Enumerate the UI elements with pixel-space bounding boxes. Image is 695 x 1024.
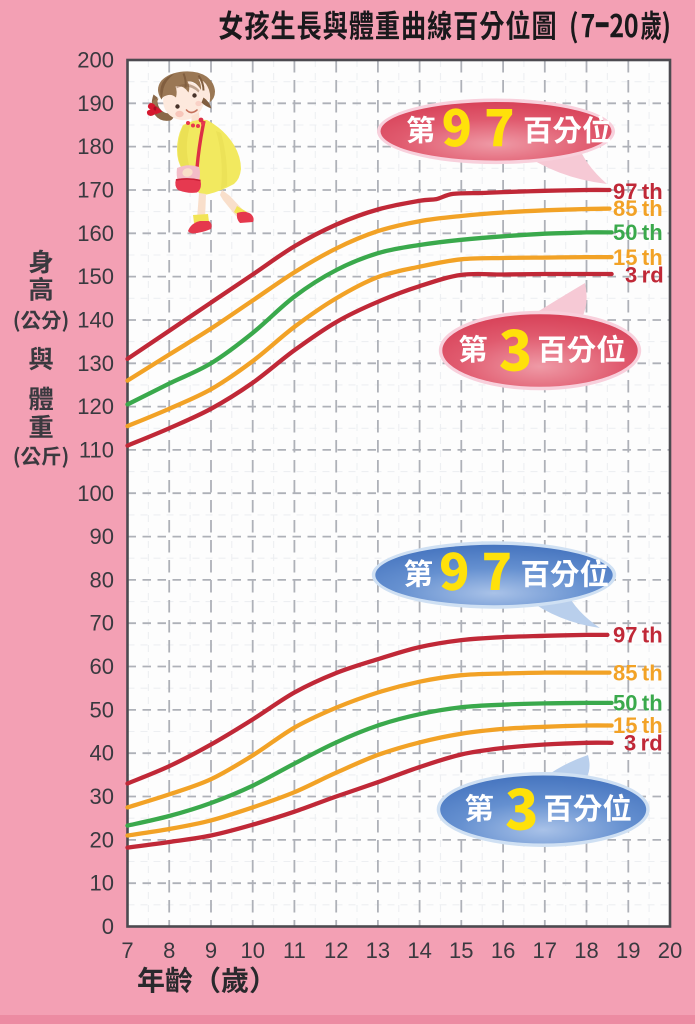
svg-text:140: 140 — [77, 308, 114, 333]
svg-text:100: 100 — [77, 481, 114, 506]
svg-text:17: 17 — [533, 938, 557, 963]
svg-text:10: 10 — [240, 938, 264, 963]
svg-text:14: 14 — [407, 938, 431, 963]
svg-text:80: 80 — [90, 567, 114, 592]
svg-text:10: 10 — [90, 871, 114, 896]
svg-text:30: 30 — [90, 784, 114, 809]
svg-text:7: 7 — [121, 938, 133, 963]
svg-text:9: 9 — [205, 938, 217, 963]
svg-text:8: 8 — [163, 938, 175, 963]
svg-text:85 th: 85 th — [613, 660, 663, 685]
svg-text:50: 50 — [90, 697, 114, 722]
svg-text:15 th: 15 th — [613, 245, 663, 270]
svg-text:16: 16 — [491, 938, 515, 963]
svg-text:20: 20 — [658, 938, 682, 963]
svg-text:0: 0 — [102, 914, 114, 939]
svg-text:97 th: 97 th — [613, 623, 663, 648]
svg-text:85 th: 85 th — [613, 196, 663, 221]
svg-text:70: 70 — [90, 611, 114, 636]
svg-text:90: 90 — [90, 524, 114, 549]
svg-text:50 th: 50 th — [613, 220, 663, 245]
svg-text:50 th: 50 th — [613, 691, 663, 716]
svg-text:40: 40 — [90, 741, 114, 766]
svg-text:13: 13 — [366, 938, 390, 963]
svg-text:130: 130 — [77, 351, 114, 376]
svg-text:180: 180 — [77, 134, 114, 159]
svg-text:110: 110 — [79, 437, 114, 462]
svg-text:60: 60 — [90, 654, 114, 679]
svg-text:18: 18 — [574, 938, 598, 963]
svg-text:97 th: 97 th — [613, 179, 663, 204]
svg-text:190: 190 — [77, 91, 114, 116]
svg-text:19: 19 — [616, 938, 640, 963]
svg-text:15 th: 15 th — [613, 713, 663, 738]
svg-text:150: 150 — [77, 264, 114, 289]
svg-text:3 rd: 3 rd — [625, 262, 664, 287]
svg-text:3 rd: 3 rd — [624, 730, 663, 755]
svg-text:200: 200 — [77, 48, 114, 73]
svg-text:170: 170 — [77, 178, 114, 203]
svg-text:12: 12 — [324, 938, 348, 963]
svg-text:11: 11 — [283, 938, 306, 963]
svg-text:20: 20 — [90, 827, 114, 852]
svg-text:15: 15 — [449, 938, 473, 963]
svg-text:120: 120 — [77, 394, 114, 419]
svg-text:160: 160 — [77, 221, 114, 246]
